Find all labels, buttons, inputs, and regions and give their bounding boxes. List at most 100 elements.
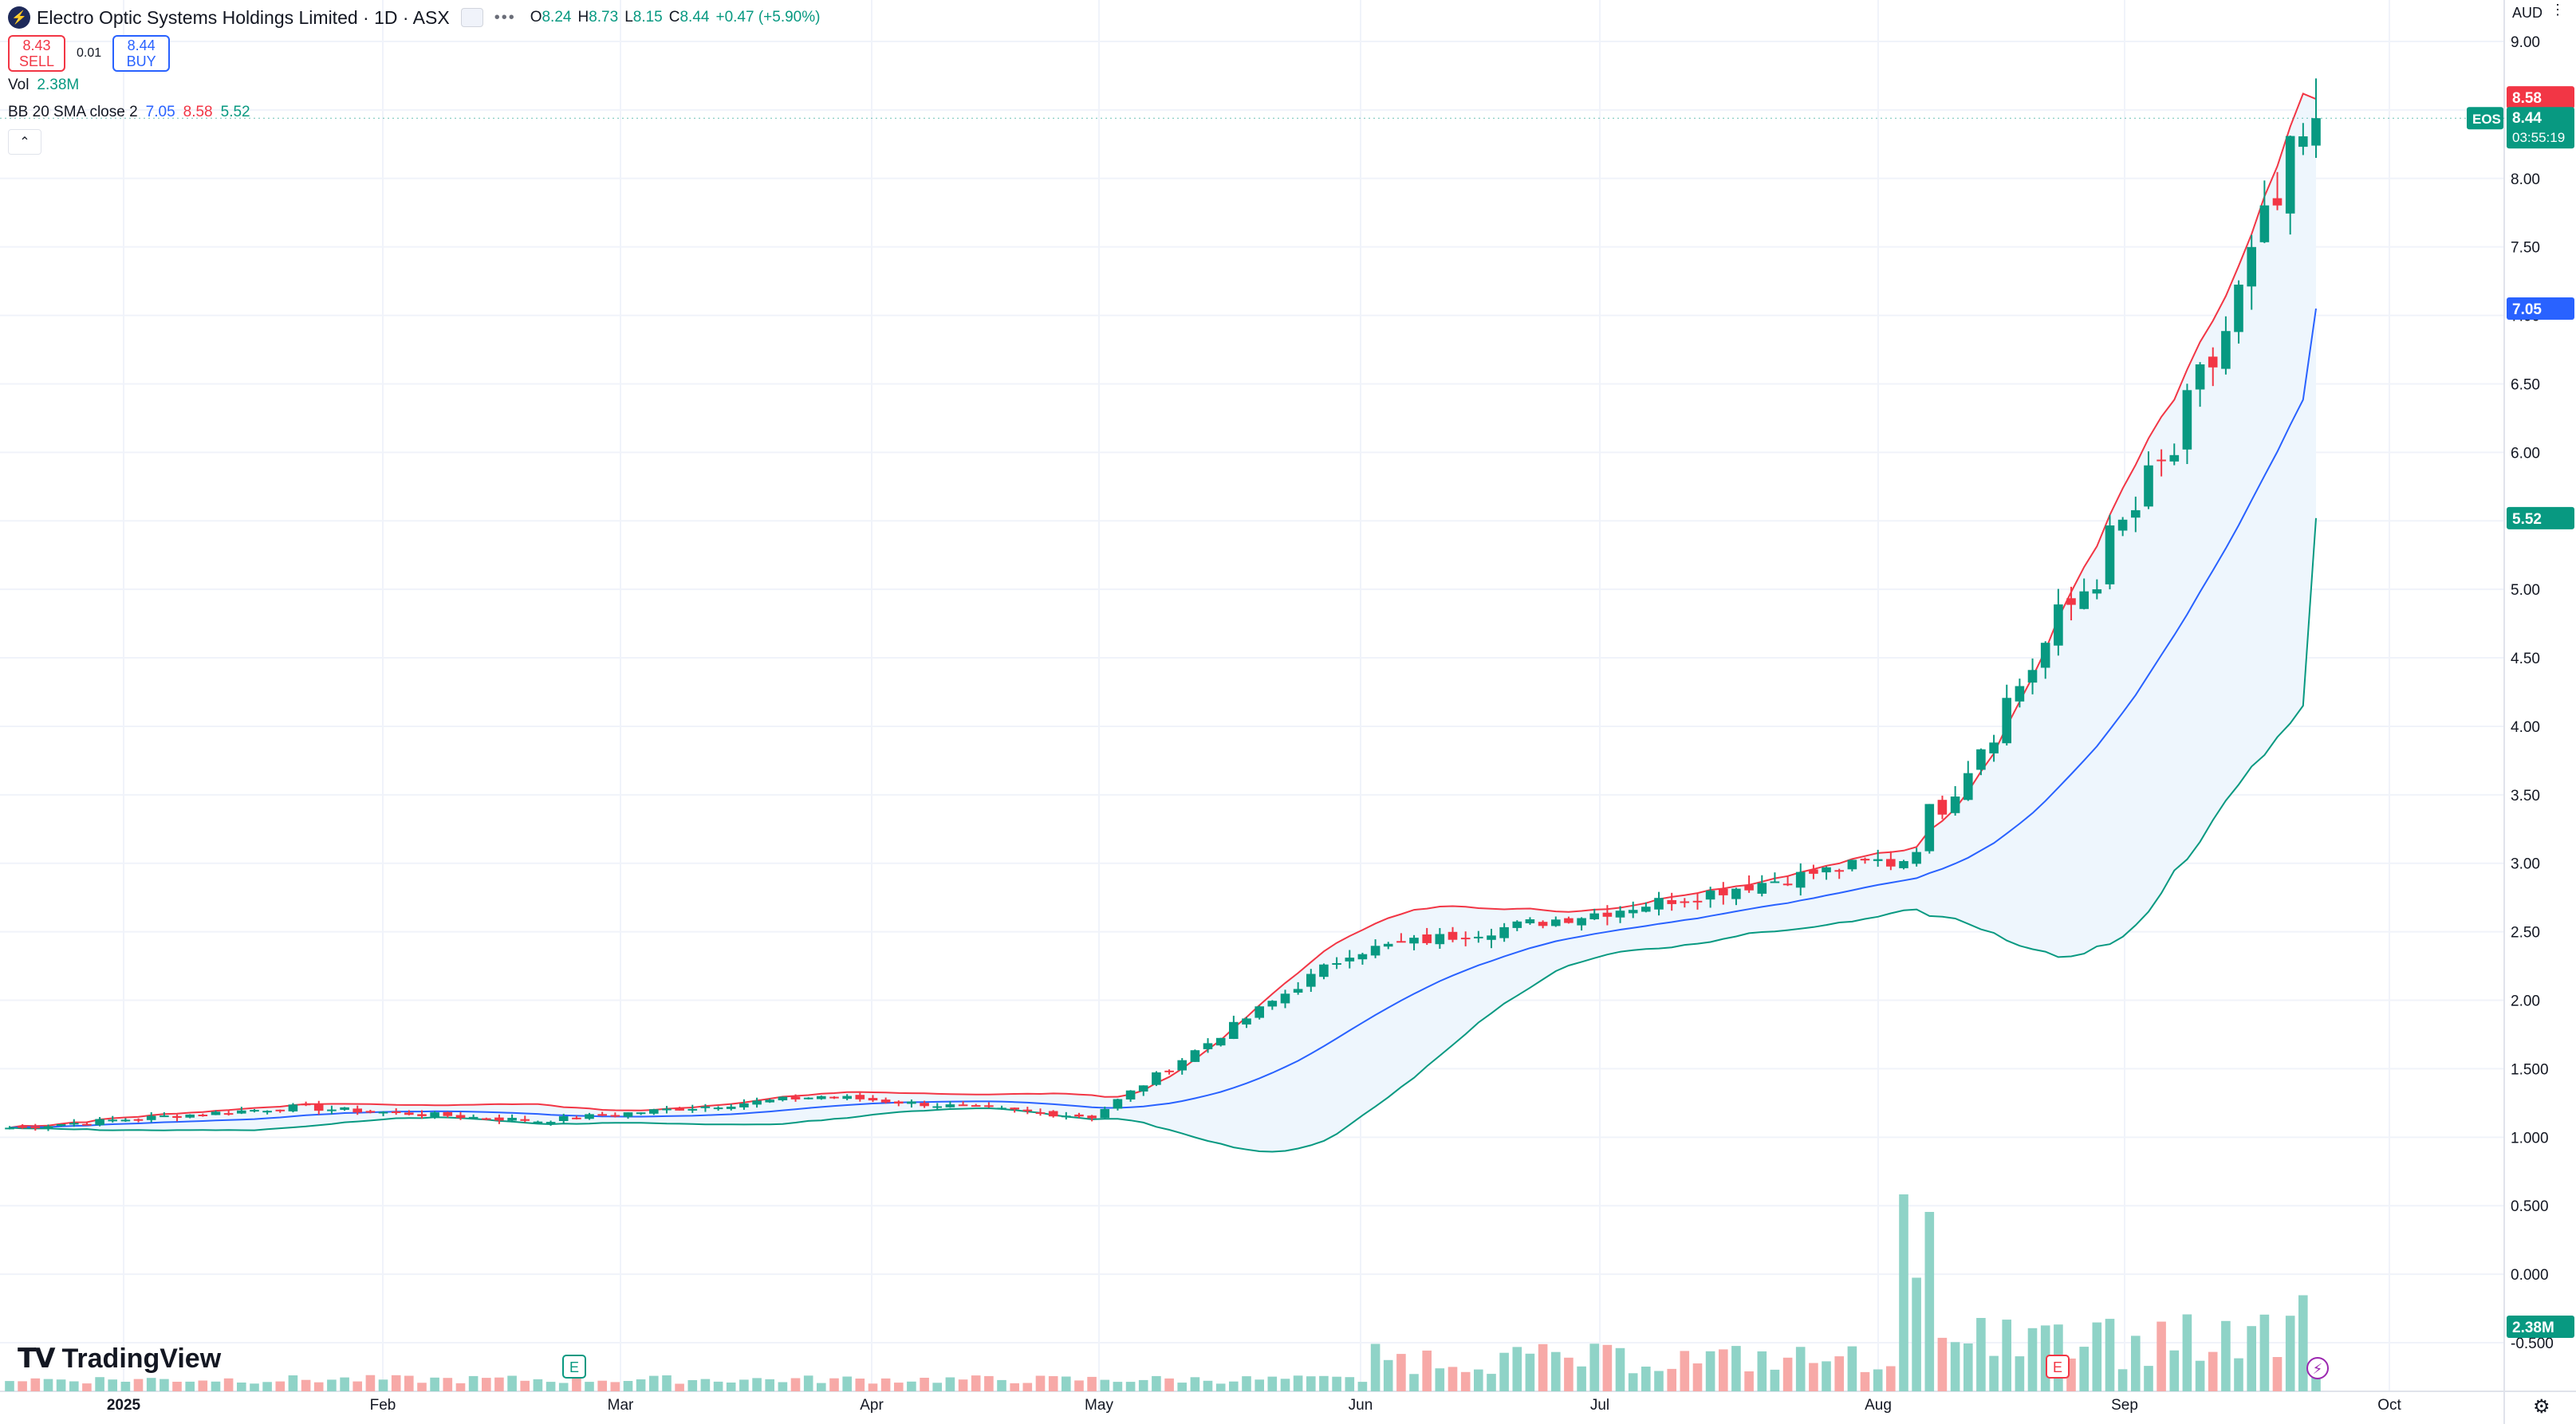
candle-body: [880, 1099, 891, 1103]
candle-body: [2054, 604, 2063, 646]
volume-bar: [1409, 1374, 1419, 1391]
price-change: +0.47 (+5.90%): [715, 9, 821, 26]
settings-icon[interactable]: ⚙: [2533, 1396, 2550, 1418]
volume-bar: [494, 1377, 504, 1391]
symbol-logo-icon[interactable]: ⚡: [8, 6, 30, 29]
scale-menu-icon[interactable]: ⋮: [2550, 2, 2565, 18]
volume-bar: [1899, 1194, 1908, 1391]
candle-body: [687, 1108, 698, 1111]
candle: [520, 1115, 530, 1123]
volume-bar: [739, 1379, 749, 1391]
volume-bar: [1525, 1353, 1535, 1391]
candle: [1177, 1058, 1187, 1075]
symbol-title[interactable]: Electro Optic Systems Holdings Limited ·…: [37, 6, 450, 28]
volume-bar: [340, 1377, 349, 1391]
candle-body: [1989, 742, 1999, 753]
hide-legend-icon[interactable]: [460, 8, 483, 27]
candle-body: [1912, 852, 1921, 864]
candle-body: [1847, 860, 1857, 870]
candle-body: [1924, 804, 1935, 852]
candle: [1705, 887, 1715, 908]
candle-body: [494, 1117, 504, 1121]
bollinger-legend[interactable]: BB 20 SMA close 2 7.05 8.58 5.52: [8, 99, 820, 126]
volume-bar: [2182, 1314, 2192, 1391]
candle: [1964, 761, 1973, 801]
volume-bar: [1912, 1277, 1921, 1391]
candle: [1512, 920, 1522, 931]
candle: [1667, 892, 1676, 911]
candle-body: [120, 1119, 131, 1122]
candle: [2221, 316, 2231, 375]
volume-bar: [430, 1377, 439, 1391]
candle-body: [1757, 883, 1767, 894]
time-tick-label: Feb: [370, 1397, 396, 1414]
volume-bar: [1705, 1351, 1715, 1391]
candle: [2298, 123, 2308, 155]
volume-bar: [675, 1383, 684, 1391]
candle-body: [558, 1116, 569, 1121]
candle-body: [2131, 509, 2141, 518]
candle: [585, 1112, 594, 1120]
candle: [18, 1124, 27, 1129]
candle: [880, 1097, 891, 1104]
volume-bar: [1345, 1377, 1355, 1391]
candle-body: [2027, 670, 2038, 683]
candle-body: [468, 1116, 479, 1119]
time-axis[interactable]: 2025 Feb Mar Apr May Jun Jul Aug Sep Oct: [107, 1397, 2402, 1414]
candle: [1564, 916, 1574, 924]
price-tick-label: 5.00: [2511, 582, 2540, 599]
volume-bar: [313, 1382, 324, 1391]
candle-body: [1357, 954, 1368, 960]
candle-body: [649, 1109, 659, 1114]
volume-indicator-legend[interactable]: Vol 2.38M: [8, 72, 820, 99]
candle-body: [1680, 901, 1690, 903]
candle-body: [2285, 136, 2295, 214]
candle: [365, 1109, 376, 1114]
volume-bar: [455, 1383, 466, 1391]
volume-value: 2.38M: [37, 77, 80, 93]
candle: [546, 1120, 556, 1126]
price-axis[interactable]: 9.008.508.007.507.006.506.005.505.004.50…: [2511, 34, 2554, 1352]
candle-body: [920, 1103, 929, 1107]
volume-bar: [211, 1381, 221, 1391]
volume-bar: [1177, 1383, 1187, 1391]
candle-body: [1551, 919, 1561, 926]
volume-bar: [133, 1379, 144, 1391]
candle-body: [997, 1107, 1006, 1110]
volume-bar: [250, 1383, 259, 1391]
price-tick-label: 2.00: [2511, 993, 2540, 1010]
candle: [1370, 939, 1381, 958]
volume-bar: [546, 1382, 556, 1391]
candle: [932, 1103, 942, 1111]
volume-bar: [1448, 1367, 1458, 1391]
tradingview-brand[interactable]: TV TradingView: [18, 1343, 221, 1375]
sell-button[interactable]: 8.43 SELL: [8, 35, 65, 72]
volume-bar: [1654, 1371, 1664, 1391]
bollinger-fill-area: [10, 93, 2316, 1152]
candle-body: [868, 1098, 878, 1101]
volume-bar: [275, 1381, 286, 1391]
candle: [817, 1096, 826, 1100]
more-options-icon[interactable]: •••: [494, 8, 516, 26]
candle: [1113, 1099, 1123, 1111]
candle-body: [1048, 1111, 1058, 1117]
price-tick-label: 2.50: [2511, 925, 2540, 942]
candle: [984, 1102, 994, 1108]
symbol-header: ⚡ Electro Optic Systems Holdings Limited…: [8, 3, 820, 32]
candle-body: [1950, 797, 1960, 813]
symbol-badge-text: EOS: [2472, 112, 2501, 127]
volume-bar: [932, 1383, 942, 1391]
candle-body: [713, 1107, 723, 1110]
candle-body: [817, 1096, 826, 1099]
candle-body: [417, 1114, 427, 1116]
candle-body: [1692, 900, 1703, 903]
collapse-legend-button[interactable]: ⌃: [8, 129, 41, 155]
volume-bar: [572, 1376, 581, 1391]
currency-label[interactable]: AUD: [2512, 5, 2543, 21]
volume-bar: [1396, 1354, 1406, 1391]
volume-bar: [597, 1380, 607, 1391]
volume-bar: [2079, 1347, 2089, 1391]
candle-body: [443, 1111, 453, 1116]
buy-button[interactable]: 8.44 BUY: [112, 35, 171, 72]
